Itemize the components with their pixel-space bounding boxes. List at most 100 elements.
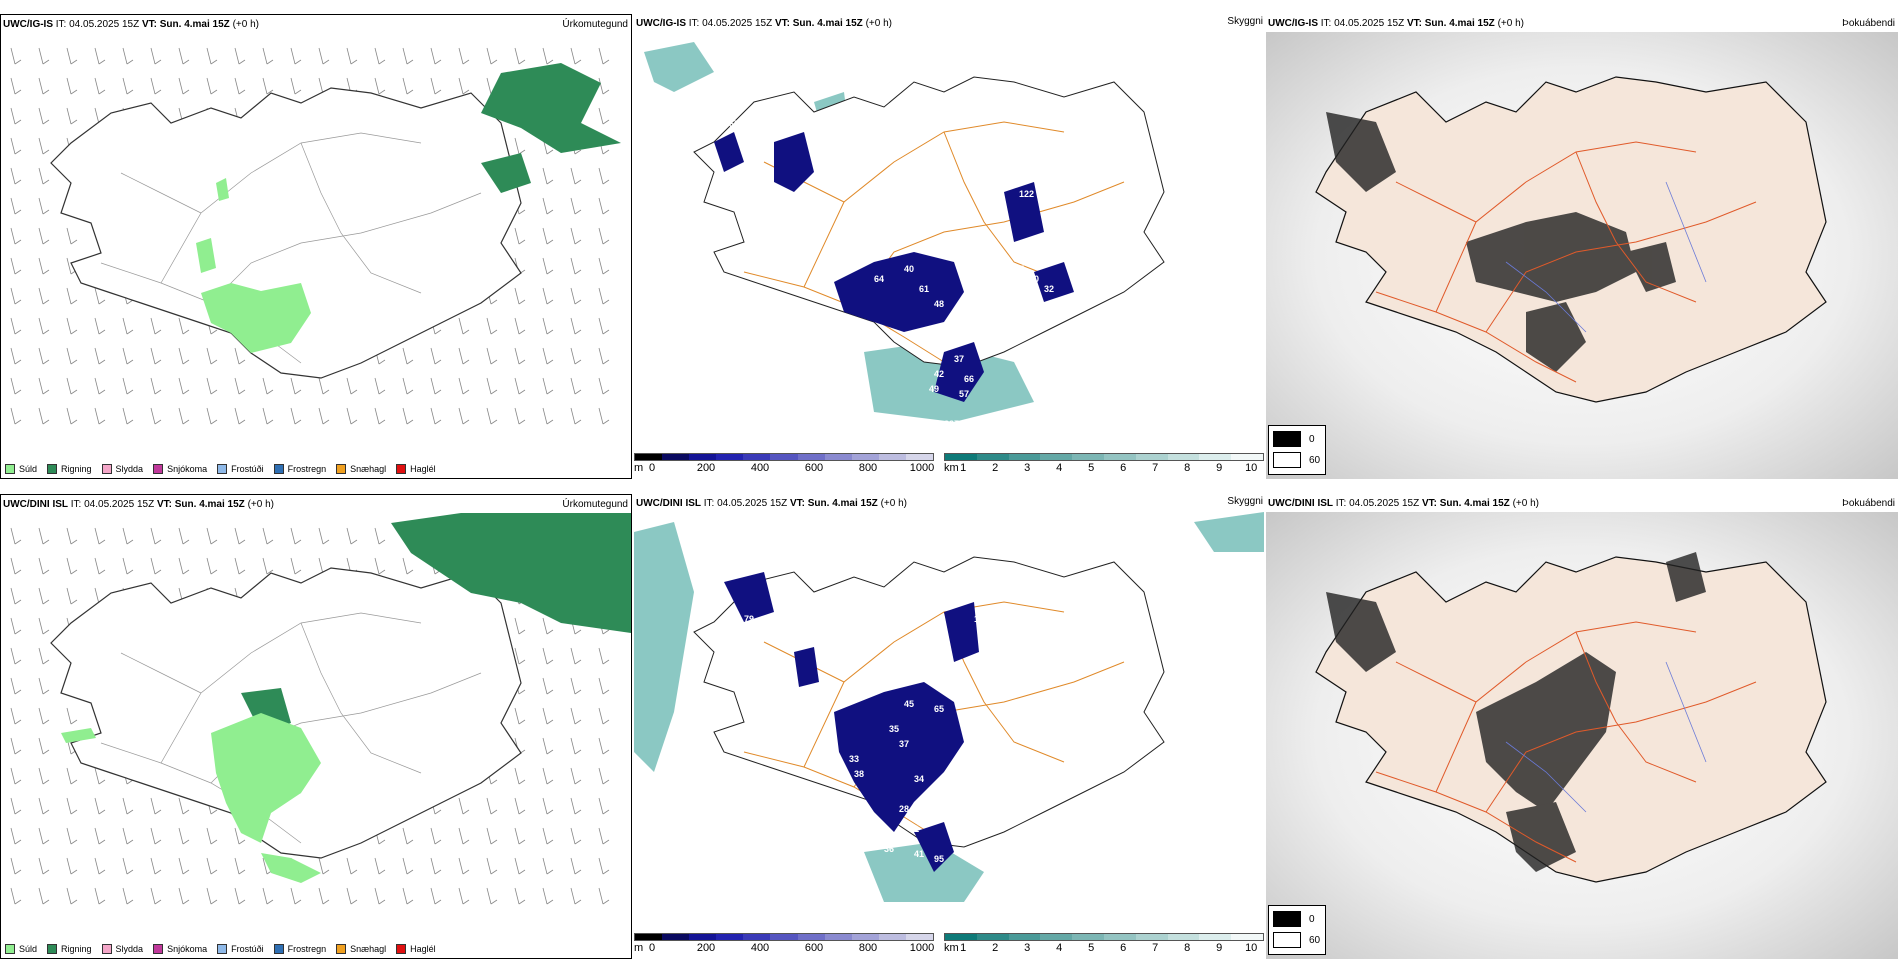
colorbar-cell [1008,934,1041,940]
vt-label: VT: [789,498,805,509]
wind-barb [318,527,330,545]
cloud-base-value: 75 [774,104,784,114]
colorbar-cell [1008,454,1041,460]
wind-barb [66,287,78,305]
wind-barb [38,677,50,695]
wind-barb [66,857,78,875]
offset: (+0 h) [880,498,907,509]
wind-barb [262,77,274,95]
colorbar-tick-label: 5 [1088,942,1095,954]
cloud-base-value: 31 [704,229,714,239]
wind-barb [178,47,190,65]
wind-barb [38,857,50,875]
wind-barb [122,407,134,425]
wind-barb [206,47,218,65]
wind-barb [514,827,526,845]
wind-barb [150,407,162,425]
precip-type-map [10,513,631,905]
legend-item: Snjókoma [153,464,207,474]
wind-barb [38,377,50,395]
wind-barb [514,377,526,395]
wind-barb [122,887,134,905]
wind-barb [150,527,162,545]
it-value: 04.05.2025 15Z [69,19,140,30]
cloud-base-value: 130 [1014,684,1029,694]
wind-barb [178,347,190,365]
colorbar-cell [716,934,744,940]
wind-barb [38,137,50,155]
wind-barb [234,347,246,365]
cloudbase-unit: m [634,942,644,954]
wind-barb [10,227,22,245]
wind-barb [38,317,50,335]
wind-barb [66,827,78,845]
offset: (+0 h) [1497,18,1524,29]
fog-dark-areas [1326,552,1706,872]
wind-barb [10,587,22,605]
wind-barb [346,887,358,905]
colorbar-tick-label: 2 [992,462,999,474]
fog-legend-swatch [1273,932,1301,948]
wind-barb [122,557,134,575]
wind-barb [206,77,218,95]
iceland-outline [50,87,522,379]
wind-barb [206,827,218,845]
colorbar-cell [1072,454,1104,460]
colorbar-cell [1167,934,1200,940]
colorbar-cell [905,454,934,460]
legend-swatch [101,464,112,474]
wind-barb [570,377,582,395]
wind-barb [318,857,330,875]
colorbar-tick-label: 8 [1184,462,1191,474]
colorbar-cell [851,934,879,940]
wind-barb [570,347,582,365]
legend-label: Haglél [410,944,436,954]
colorbar-tick-label: 200 [696,942,716,954]
wind-barb [430,407,442,425]
wind-barb [122,47,134,65]
wind-barb [542,797,554,815]
wind-barb [38,887,50,905]
fog-legend: 0 60 [1268,425,1326,475]
wind-barb [570,887,582,905]
wind-barb [598,47,610,65]
colorbar-tick-label: 3 [1024,942,1031,954]
fog-legend-label: 60 [1309,934,1321,946]
fog-legend-row: 60 [1273,452,1321,468]
wind-barb [66,887,78,905]
cloud-base-value: 37 [1014,264,1024,274]
wind-barb [542,767,554,785]
wind-barb [66,707,78,725]
wind-barb [10,107,22,125]
colorbar-tick-label: 10 [1245,942,1258,954]
fog-index-map [1266,512,1898,959]
wind-barb [570,707,582,725]
wind-barb [430,827,442,845]
colorbar-tick-label: 400 [750,462,770,474]
wind-barb [458,827,470,845]
wind-barb [94,857,106,875]
wind-barb [570,797,582,815]
wind-barb [570,857,582,875]
colorbar-cell [1199,454,1232,460]
wind-barb [598,677,610,695]
wind-barb [66,527,78,545]
cloud-base-value: 35 [889,724,899,734]
wind-barb [94,287,106,305]
panel-visibility-row2: UWC/DINI ISL IT: 04.05.2025 15Z VT: Sun.… [634,494,1266,959]
wind-barb [542,857,554,875]
offset: (+0 h) [865,18,892,29]
wind-barb [290,377,302,395]
wind-barb [94,47,106,65]
wind-barb [66,557,78,575]
colorbar-cell [1072,934,1104,940]
wind-barb [598,707,610,725]
wind-barb [598,287,610,305]
wind-barb [542,677,554,695]
wind-barb [514,887,526,905]
wind-barb [542,167,554,185]
wind-barb [542,347,554,365]
wind-barb [10,617,22,635]
vt-value: Sun. 4.mai 15Z [807,498,878,509]
colorbar-cell [1103,934,1136,940]
